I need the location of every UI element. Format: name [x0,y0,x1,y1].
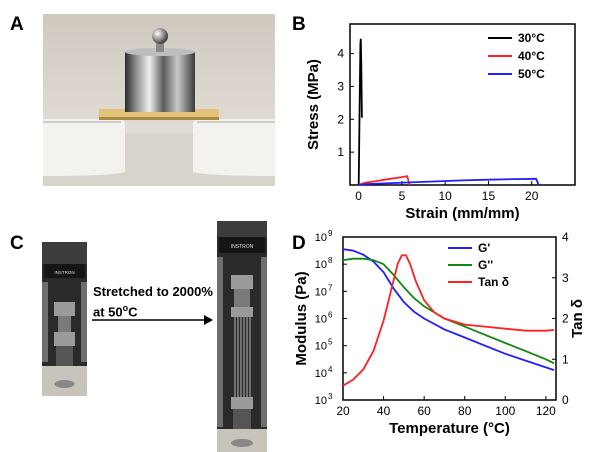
y-right-tick-label: 1 [562,352,569,366]
y-left-tick-label: 103 [315,392,333,407]
series-line-1 [342,257,555,365]
y-left-tick-label: 106 [315,311,333,326]
legend-label-0: G' [478,241,490,255]
y-right-tick-label: 2 [562,312,569,326]
x-tick-label: 20 [336,404,350,418]
plot-frame [349,23,576,186]
x-tick-label: 15 [482,189,496,203]
y-right-tick-label: 4 [562,230,569,244]
x-tick-label: 0 [355,189,362,203]
series-line-2 [342,254,555,387]
series-line-0 [357,38,363,186]
panel-label-c: C [10,233,24,254]
panel-label-a: A [10,14,24,35]
y-tick-label: 4 [337,47,344,61]
x-tick-label: 120 [536,404,556,418]
tensile-tester-before-photo: INSTRON [42,242,87,396]
stretch-label-line1: Stretched to 2000% [93,284,213,299]
x-axis-label: Strain (mm/mm) [405,205,519,222]
y-axis-label: Stress (MPa) [305,59,322,150]
panel-label-b: B [292,14,306,35]
stress-strain-chart: 0 5 10 15 20 1 2 3 4 Strain (mm/mm) Stress (MPa) 3… [305,23,576,222]
series-line-1 [358,175,411,186]
panel-label-d: D [292,233,306,254]
series-line-0 [342,248,555,371]
legend-label-0: 30°C [518,31,545,45]
legend-label-2: Tan δ [478,275,509,289]
y-left-axis-label: Modulus (Pa) [293,271,310,365]
x-tick-label: 40 [377,404,391,418]
x-tick-label: 5 [399,189,406,203]
y-right-tick-label: 3 [562,271,569,285]
series-line-2 [358,177,540,186]
instron-label-right: INSTRON [231,244,254,250]
y-right-axis-label: Tan δ [569,299,586,338]
x-tick-label: 100 [495,404,515,418]
tensile-tester-after-photo: INSTRON [217,221,267,452]
x-tick-label: 80 [458,404,472,418]
legend-label-2: 50°C [518,67,545,81]
x-tick-label: 20 [525,189,539,203]
x-axis-label: Temperature (°C) [389,420,510,437]
stretch-arrow [92,315,213,325]
y-left-tick-label: 109 [315,230,333,244]
x-tick-label: 60 [417,404,431,418]
y-left-tick-label: 108 [315,256,333,271]
instron-label-left: INSTRON [54,270,74,275]
y-left-tick-label: 104 [315,365,333,380]
y-tick-label: 1 [337,145,344,159]
y-right-tick-label: 0 [562,393,569,407]
y-left-tick-label: 105 [315,338,333,353]
modulus-tan-delta-chart: 20 40 60 80 100 120 103 104 105 106 107 108 109 0 1 2 3 4… [293,230,586,437]
legend-label-1: G'' [478,258,493,272]
y-tick-label: 2 [337,112,344,126]
y-left-tick-label: 107 [315,283,333,298]
y-tick-label: 3 [337,79,344,93]
stretch-condition-label: Stretched to 2000% at 50oC [93,283,213,320]
x-tick-label: 10 [439,189,453,203]
weight-on-film-photo [43,14,275,186]
stretch-label-line2: at 50oC [93,303,138,320]
legend-label-1: 40°C [518,49,545,63]
